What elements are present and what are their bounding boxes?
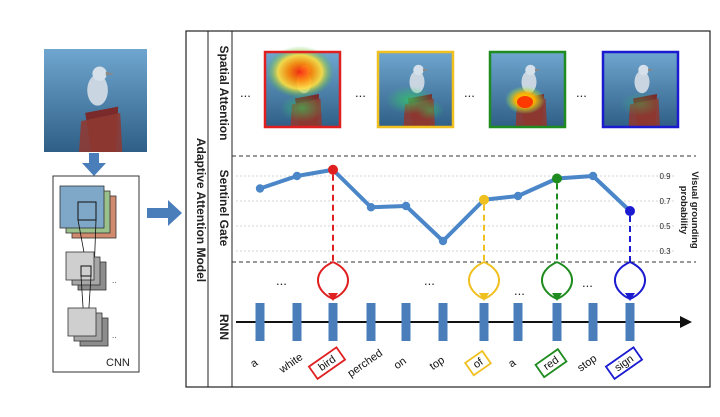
rnn-cell bbox=[401, 303, 411, 341]
ellipsis: ... bbox=[276, 273, 287, 288]
word-highlight-box bbox=[604, 346, 644, 381]
rnn-cell bbox=[328, 303, 338, 341]
rnn-cell bbox=[255, 303, 265, 341]
loop-arrow-icon bbox=[328, 293, 338, 301]
row-label-sentinel-gate: Sentinel Gate bbox=[217, 170, 231, 247]
data-point-white bbox=[292, 171, 302, 181]
rnn-cell bbox=[625, 303, 635, 341]
data-point-bird bbox=[328, 164, 338, 175]
loop-arrow-icon bbox=[625, 293, 635, 301]
caption-word-text: on bbox=[392, 355, 409, 372]
word-highlight-box bbox=[534, 347, 568, 379]
data-point-on bbox=[401, 201, 411, 211]
y-axis-title: Visual grounding bbox=[689, 171, 700, 249]
ellipsis: ... bbox=[576, 85, 587, 100]
data-point-perched bbox=[366, 203, 376, 212]
loop-of bbox=[468, 261, 500, 300]
y-tick-label: 0.7 bbox=[659, 197, 671, 206]
data-point-stop bbox=[588, 171, 598, 181]
model-label: Adaptive Attention Model bbox=[194, 138, 208, 282]
data-point-a bbox=[513, 191, 523, 201]
y-tick-label: 0.3 bbox=[659, 247, 671, 256]
y-tick-labels: 0.9 0.7 0.5 0.3 bbox=[659, 172, 671, 256]
rnn-cell bbox=[292, 303, 302, 341]
word-highlight-box bbox=[463, 349, 493, 377]
word-highlight-box bbox=[307, 346, 347, 381]
loop-arrow-icon bbox=[479, 293, 489, 301]
data-point-of bbox=[479, 194, 489, 205]
attention-map-red bbox=[488, 50, 567, 129]
ellipsis: ... bbox=[240, 85, 251, 100]
ellipsis: ... bbox=[514, 283, 525, 298]
attention-map-bird bbox=[263, 46, 342, 129]
caption-word: sign bbox=[604, 346, 644, 381]
caption-word: red bbox=[534, 347, 568, 379]
rnn-cell bbox=[552, 303, 562, 341]
attention-map-sign bbox=[601, 50, 680, 129]
data-points bbox=[255, 164, 635, 246]
down-arrow-icon bbox=[82, 153, 106, 176]
loop-arrow-icon bbox=[552, 293, 562, 301]
y-tick-label: 0.9 bbox=[659, 172, 671, 181]
row-label-spatial-attention: Spatial Attention bbox=[217, 46, 231, 141]
cnn-box: .. .. bbox=[52, 175, 140, 373]
data-point-sign bbox=[625, 206, 635, 216]
loop-bird bbox=[317, 261, 349, 300]
y-axis-title: probability bbox=[678, 186, 689, 235]
row-label-rnn: RNN bbox=[217, 314, 231, 340]
svg-text:..: .. bbox=[112, 331, 116, 340]
ellipsis: ... bbox=[355, 85, 366, 100]
svg-text:..: .. bbox=[112, 276, 116, 285]
rnn-cell bbox=[479, 303, 489, 341]
caption-word: bird bbox=[307, 346, 347, 381]
rnn-cell bbox=[588, 303, 598, 341]
ellipsis: ... bbox=[582, 275, 593, 290]
data-point-top bbox=[438, 236, 448, 246]
data-point-a bbox=[255, 184, 265, 193]
ellipsis: ... bbox=[424, 273, 435, 288]
caption-word: on bbox=[392, 355, 409, 372]
time-axis-arrow-icon bbox=[680, 316, 692, 328]
rnn-cells bbox=[255, 303, 635, 341]
loop-red bbox=[541, 261, 573, 300]
data-point-red bbox=[552, 173, 562, 184]
cnn-label: CNN bbox=[106, 357, 130, 369]
rnn-cell bbox=[366, 303, 376, 341]
y-tick-label: 0.5 bbox=[659, 222, 671, 231]
right-arrow-icon bbox=[147, 200, 182, 226]
attention-connectors bbox=[332, 174, 631, 262]
rnn-cell bbox=[438, 303, 448, 341]
ellipsis: ... bbox=[464, 85, 475, 100]
rnn-cell bbox=[513, 303, 523, 341]
attention-map-of bbox=[376, 50, 455, 129]
feedback-loops bbox=[317, 261, 646, 301]
input-image bbox=[44, 49, 147, 152]
loop-sign bbox=[614, 261, 646, 300]
